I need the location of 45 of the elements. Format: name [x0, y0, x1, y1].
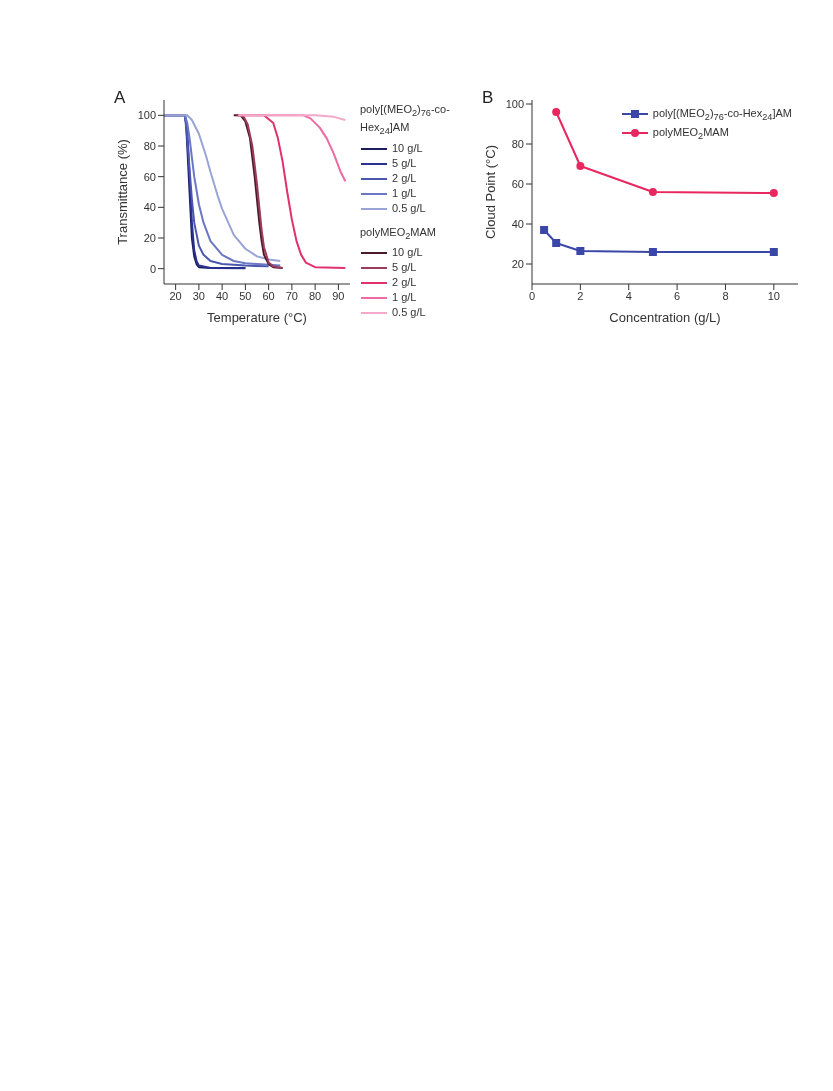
x-tick-label: 70: [285, 289, 298, 302]
legend-label: 5 g/L: [392, 260, 417, 273]
text: poly[(MEO$_{2}$)$_{76}$-co-Hex$_{24}$]AM: [360, 103, 450, 137]
legend-label: 5 g/L: [392, 157, 417, 170]
x-tick-label: 20: [169, 289, 182, 302]
y-axis-title: Cloud Point (°C): [482, 144, 498, 240]
x-tick-label: 30: [192, 289, 205, 302]
y-tick-label: 20: [511, 257, 524, 270]
y-tick-label: 60: [511, 177, 524, 190]
y-tick-label: 20: [143, 231, 156, 244]
x-tick-label: 2: [577, 289, 584, 302]
legend-label: poly[(MEO$_{2}$)$_{76}$-co-Hex$_{24}$]AM: [652, 107, 792, 123]
legend-label: 10 g/L: [392, 142, 423, 155]
x-axis-title: Concentration (g/L): [609, 310, 721, 325]
legend-label: 2 g/L: [392, 275, 417, 288]
y-tick-label: 80: [511, 137, 524, 150]
x-tick-label: 8: [722, 289, 729, 302]
legend-label: 0.5 g/L: [392, 202, 426, 215]
legend-label: 0.5 g/L: [392, 305, 426, 318]
y-tick-label: 80: [143, 139, 156, 152]
x-tick-label: 6: [674, 289, 681, 302]
y-tick-label: 40: [511, 217, 524, 230]
legend-label: 1 g/L: [392, 290, 417, 303]
y-tick-label: 60: [143, 170, 156, 183]
x-tick-label: 50: [239, 289, 252, 302]
x-axis-title: Temperature (°C): [207, 310, 307, 325]
legend-label: 1 g/L: [392, 187, 417, 200]
chart-title: B: [482, 88, 494, 107]
chart-title: A: [114, 88, 126, 107]
y-tick-label: 100: [505, 97, 524, 110]
x-tick-label: 90: [332, 289, 345, 302]
x-tick-label: 60: [262, 289, 275, 302]
x-tick-label: 10: [767, 289, 780, 302]
legend-label: 2 g/L: [392, 172, 417, 185]
x-tick-label: 80: [309, 289, 322, 302]
x-tick-label: 0: [528, 289, 536, 302]
legend-label: 10 g/L: [392, 245, 423, 258]
x-tick-label: 4: [625, 289, 632, 302]
y-tick-label: 40: [143, 201, 156, 214]
y-tick-label: 0: [149, 262, 156, 275]
y-axis-title: Transmittance (%): [114, 139, 130, 245]
legend-label: polyMEO$_{2}$MAM: [652, 126, 729, 142]
x-tick-label: 40: [216, 289, 229, 302]
y-tick-label: 100: [137, 109, 156, 122]
text: polyMEO$_{2}$MAM: [360, 226, 437, 242]
